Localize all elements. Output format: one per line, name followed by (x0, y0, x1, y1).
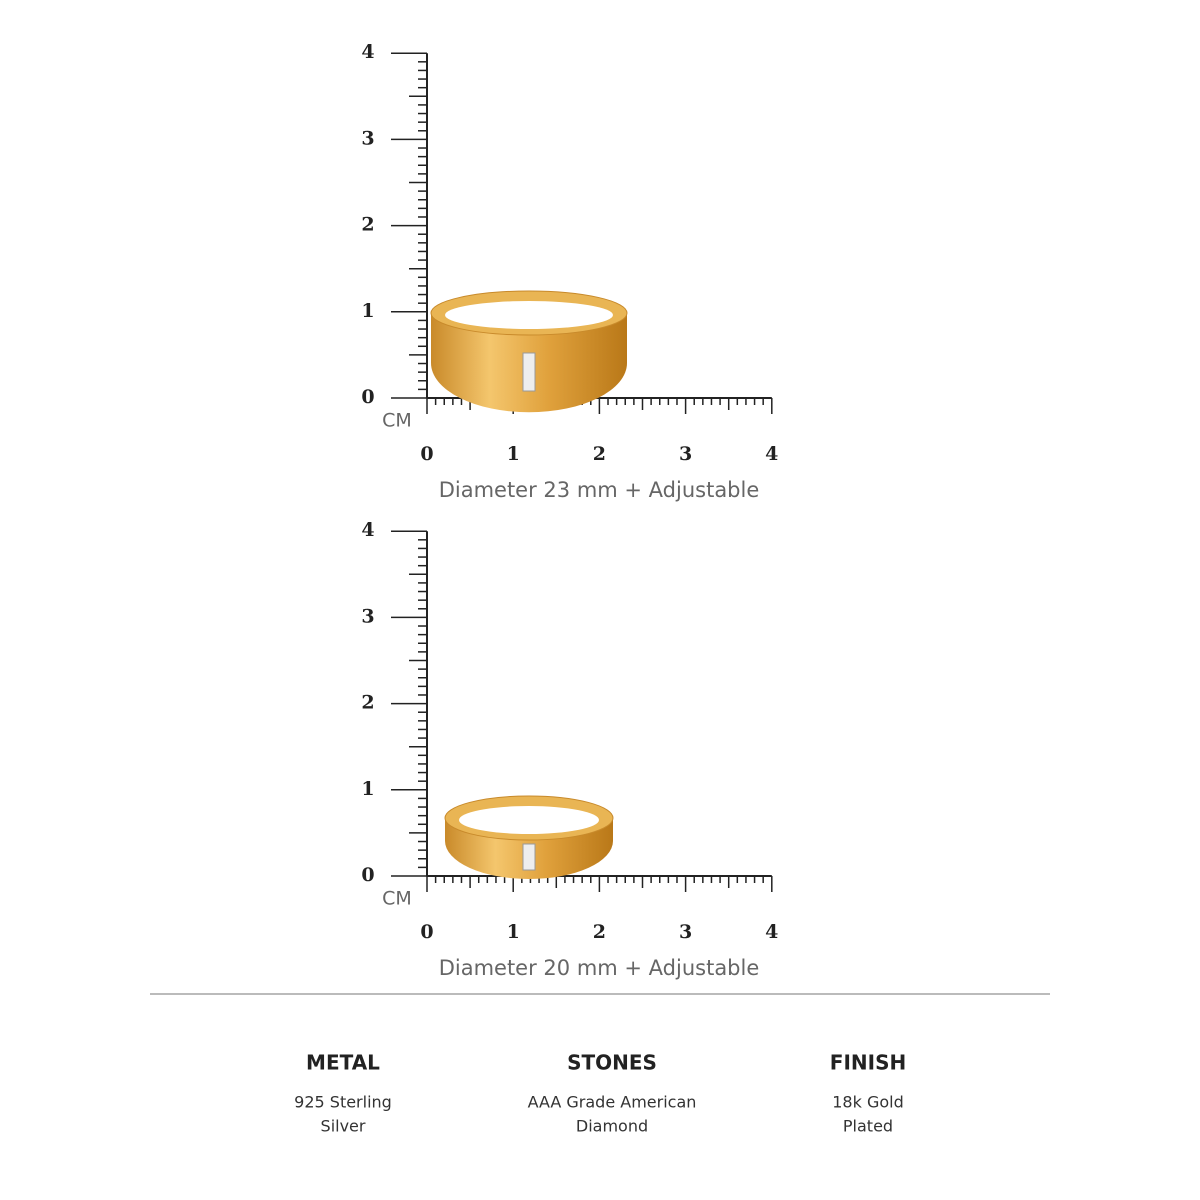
x-label: 3 (679, 443, 692, 465)
x-label: 3 (679, 921, 692, 943)
unit-label: CM (382, 410, 412, 432)
y-label: 4 (361, 519, 374, 541)
ring-hole (459, 806, 599, 834)
y-label: 0 (361, 386, 374, 408)
x-label: 4 (765, 443, 778, 465)
spec-title: METAL (306, 1051, 380, 1075)
spec-title: FINISH (830, 1051, 906, 1075)
y-label: 4 (361, 41, 374, 63)
ring-stones (522, 843, 536, 871)
x-label: 2 (593, 921, 606, 943)
y-label: 1 (361, 778, 374, 800)
x-label: 0 (420, 443, 433, 465)
spec-title: STONES (567, 1051, 657, 1075)
ruler: 0 1 2 3 4 0 1 2 3 4 CM Diameter 20 mm + Adjustable (361, 519, 778, 980)
ring-stones (522, 352, 536, 392)
y-label: 0 (361, 864, 374, 886)
y-label: 1 (361, 300, 374, 322)
ring-image (444, 795, 614, 879)
spec-value: Plated (843, 1117, 893, 1136)
ring-image (430, 290, 628, 413)
spec-value: Diamond (576, 1117, 648, 1136)
y-label: 3 (361, 127, 374, 149)
y-label: 2 (361, 692, 374, 714)
y-label: 2 (361, 214, 374, 236)
caption: Diameter 20 mm + Adjustable (439, 956, 760, 980)
spec-value: 18k Gold (832, 1093, 904, 1112)
spec-value: 925 Sterling (294, 1093, 392, 1112)
x-label: 2 (593, 443, 606, 465)
x-label: 0 (420, 921, 433, 943)
x-label: 1 (507, 443, 520, 465)
ring-hole (445, 301, 613, 329)
ruler: 0 1 2 3 4 0 1 2 3 4 CM Diameter 23 mm + Adjustable (361, 41, 778, 502)
spec-value: Silver (321, 1117, 366, 1136)
caption: Diameter 23 mm + Adjustable (439, 478, 760, 502)
specs: METAL 925 Sterling Silver STONES AAA Grade A… (294, 1051, 906, 1136)
spec-value: AAA Grade American (528, 1093, 697, 1112)
x-label: 4 (765, 921, 778, 943)
y-label: 3 (361, 605, 374, 627)
x-label: 1 (507, 921, 520, 943)
unit-label: CM (382, 888, 412, 910)
